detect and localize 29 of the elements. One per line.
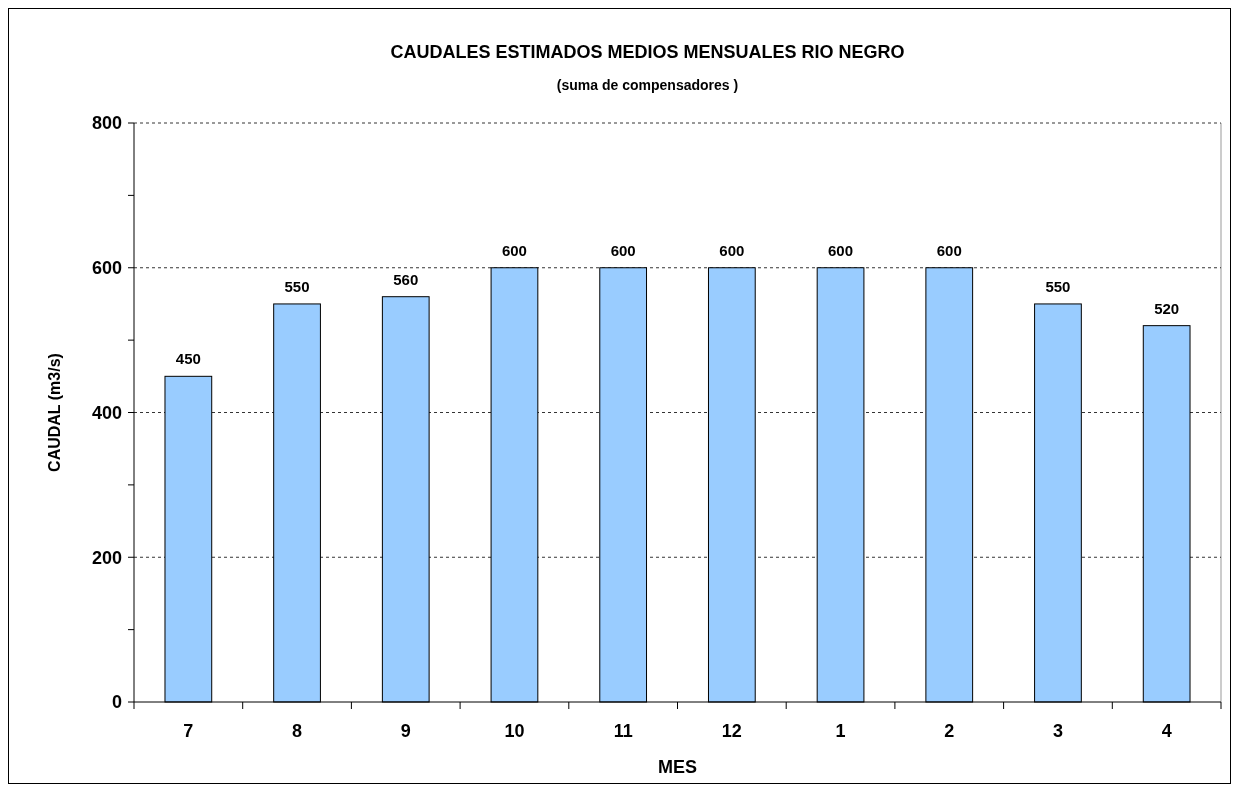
x-tick-label: 4 <box>1161 721 1172 741</box>
data-label: 600 <box>719 241 745 259</box>
x-tick-label: 11 <box>613 721 633 741</box>
y-tick-label: 400 <box>91 402 122 423</box>
x-tick-label: 12 <box>721 721 742 741</box>
x-axis-title: MES <box>657 757 698 777</box>
x-tick-label: 1 <box>835 721 846 741</box>
data-label: 600 <box>610 241 636 259</box>
y-tick-label: 800 <box>91 113 122 134</box>
data-label: 550 <box>284 277 310 295</box>
x-tick-label: 9 <box>400 721 411 741</box>
data-label: 600 <box>501 241 527 259</box>
y-tick-label: 0 <box>111 692 122 713</box>
y-axis-title: CAUDAL (m3/s) <box>46 353 63 472</box>
chart-title: CAUDALES ESTIMADOS MEDIOS MENSUALES RIO NEGRO <box>390 42 905 62</box>
x-tick-label: 2 <box>944 721 955 741</box>
data-label: 450 <box>175 350 201 368</box>
x-tick-label: 7 <box>183 721 194 741</box>
data-label: 550 <box>1045 277 1071 295</box>
chart-subtitle: (suma de compensadores ) <box>556 77 739 93</box>
x-tick-label: 10 <box>504 721 525 741</box>
y-tick-label: 200 <box>91 547 122 568</box>
x-tick-label: 3 <box>1052 721 1063 741</box>
data-label: 560 <box>393 270 419 288</box>
y-tick-label: 600 <box>91 258 122 279</box>
x-tick-label: 8 <box>292 721 303 741</box>
data-label: 600 <box>936 241 962 259</box>
data-label: 520 <box>1154 299 1180 317</box>
data-label: 600 <box>828 241 854 259</box>
